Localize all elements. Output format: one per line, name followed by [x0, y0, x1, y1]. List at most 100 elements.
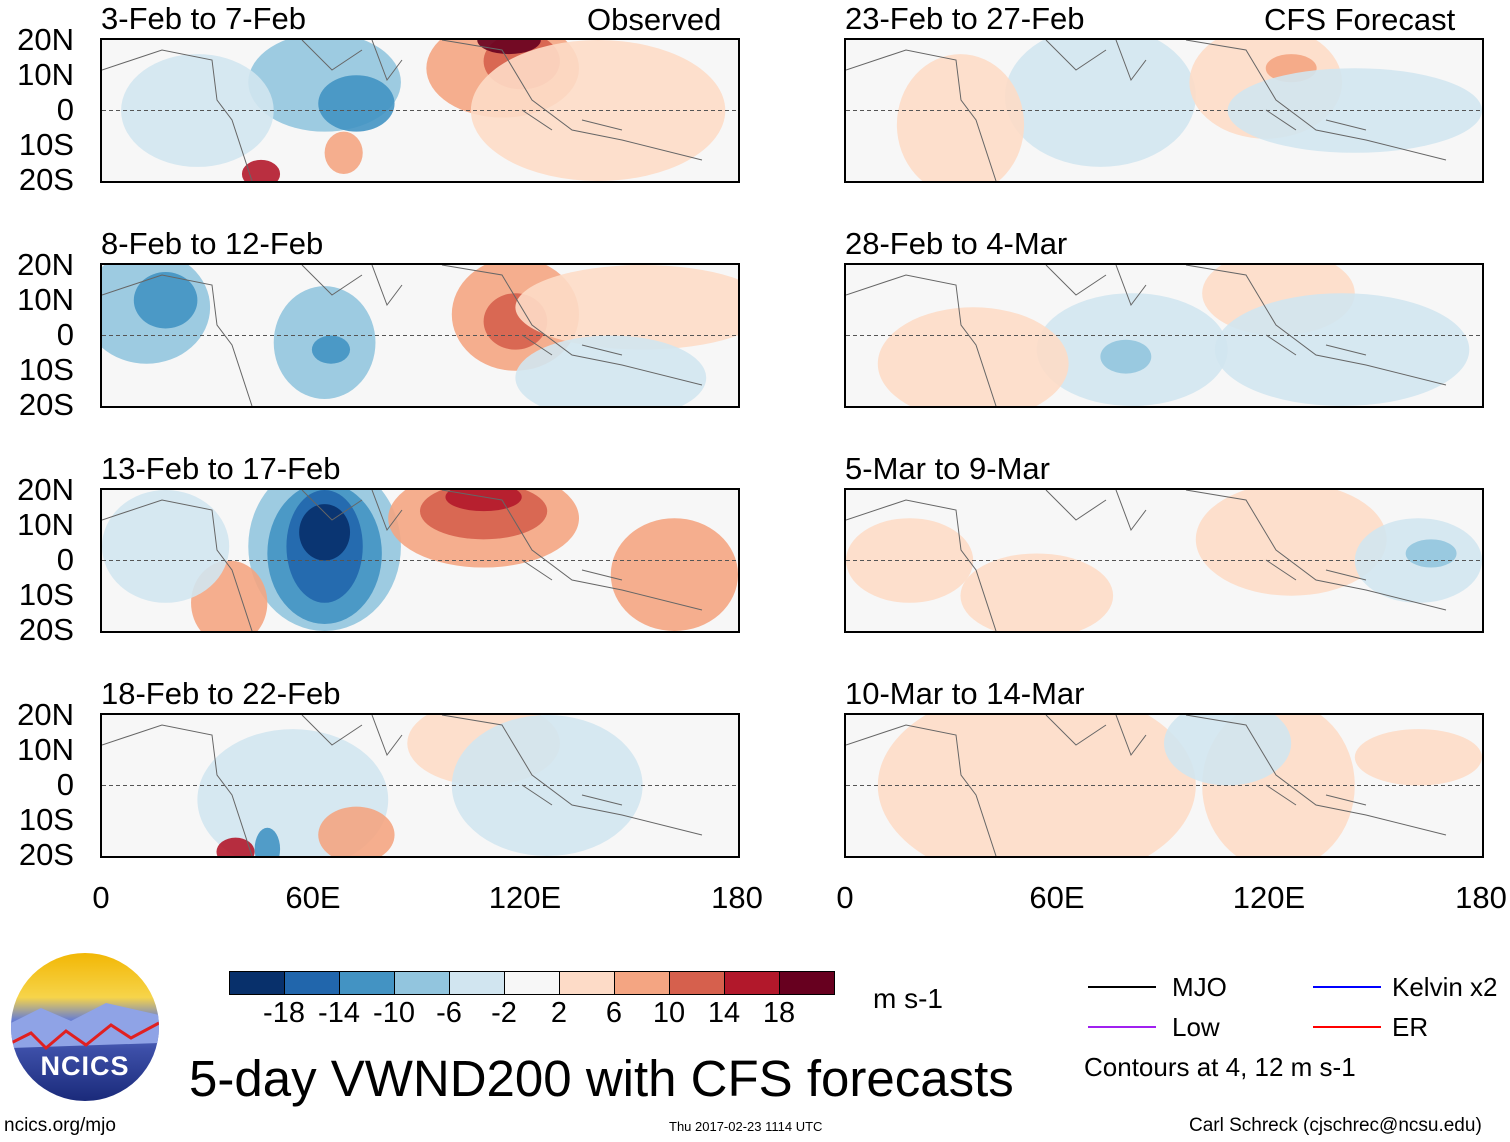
shading-blob	[515, 335, 707, 406]
lat-tick-label: 20S	[18, 837, 74, 872]
shading-blob	[254, 827, 281, 856]
colorbar-swatch	[340, 972, 395, 994]
panel-title: 13-Feb to 17-Feb	[101, 451, 341, 486]
colorbar-swatch	[615, 972, 670, 994]
shading-blob	[133, 272, 198, 329]
lon-tick-label: 60E	[1029, 880, 1085, 915]
panel-title: 18-Feb to 22-Feb	[101, 676, 341, 711]
shading-blob	[896, 54, 1025, 181]
legend-kelvin-line	[1313, 986, 1381, 988]
panel-title: 3-Feb to 7-Feb	[101, 1, 307, 36]
lat-tick-label: 10N	[17, 507, 74, 542]
lat-tick-label: 0	[56, 767, 74, 802]
legend-er-line	[1313, 1026, 1381, 1028]
header-observed: Observed	[587, 2, 722, 37]
lat-tick-label: 10N	[17, 282, 74, 317]
panel-title: 8-Feb to 12-Feb	[101, 226, 324, 261]
colorbar-label: -6	[436, 997, 462, 1029]
logo-text: NCICS	[40, 1051, 130, 1081]
coastline	[846, 715, 1447, 856]
legend-mjo-line	[1088, 986, 1156, 988]
shading-blob	[610, 518, 738, 631]
shading-blob	[216, 837, 255, 856]
colorbar-label: -10	[373, 997, 415, 1029]
map-panel-observed	[100, 38, 740, 183]
shading-blob	[1195, 490, 1387, 596]
lat-tick-label: 0	[56, 317, 74, 352]
lat-tick-label: 10S	[18, 577, 74, 612]
shading-blob	[121, 54, 274, 167]
lat-tick-label: 20N	[17, 472, 74, 507]
colorbar-swatch	[395, 972, 450, 994]
colorbar-label: -18	[263, 997, 305, 1029]
coastline	[102, 715, 703, 856]
lon-tick-label: 120E	[1232, 880, 1306, 915]
coastline	[102, 490, 703, 631]
shading-blob	[102, 490, 230, 603]
shading-blob	[470, 40, 726, 181]
lon-tick-label: 180	[711, 880, 763, 915]
colorbar-label: -14	[318, 997, 360, 1029]
lat-tick-label: 0	[56, 542, 74, 577]
shading-blob	[311, 335, 351, 364]
lon-tick-label: 0	[836, 880, 854, 915]
map-panel-forecast	[844, 713, 1484, 858]
panel-title: 28-Feb to 4-Mar	[845, 226, 1068, 261]
panel-title: 10-Mar to 14-Mar	[845, 676, 1085, 711]
shading-blob	[324, 131, 363, 174]
header-cfs-forecast: CFS Forecast	[1264, 2, 1456, 37]
lat-tick-label: 20N	[17, 22, 74, 57]
shading-blob	[877, 307, 1069, 406]
legend-low: Low	[1172, 1012, 1220, 1042]
lat-tick-label: 20S	[18, 387, 74, 422]
lon-tick-label: 0	[92, 880, 110, 915]
map-panel-forecast	[844, 263, 1484, 408]
map-panel-observed	[100, 488, 740, 633]
colorbar-label: 2	[550, 997, 568, 1029]
legend-note: Contours at 4, 12 m s-1	[1084, 1052, 1356, 1082]
colorbar-swatch	[725, 972, 780, 994]
shading-blob	[1405, 539, 1457, 568]
colorbar-units: m s-1	[873, 983, 943, 1014]
ncics-logo: NCICS	[11, 953, 159, 1101]
lat-tick-label: 10S	[18, 802, 74, 837]
map-panel-observed	[100, 713, 740, 858]
colorbar-swatch	[670, 972, 725, 994]
colorbar-swatch	[230, 972, 285, 994]
coastline	[102, 265, 703, 406]
legend-kelvin: Kelvin x2	[1392, 972, 1498, 1002]
map-panel-forecast	[844, 38, 1484, 183]
credit: Carl Schreck (cjschrec@ncsu.edu)	[1189, 1115, 1482, 1136]
colorbar-swatch	[780, 972, 834, 994]
url-link[interactable]: ncics.org/mjo	[4, 1115, 116, 1136]
colorbar-label: 10	[652, 997, 686, 1029]
map-panel-observed	[100, 263, 740, 408]
coastline	[846, 40, 1447, 181]
legend-mjo: MJO	[1172, 972, 1227, 1002]
panel-title: 23-Feb to 27-Feb	[845, 1, 1085, 36]
colorbar-swatch	[505, 972, 560, 994]
shading-blob	[1354, 729, 1482, 786]
colorbar-label: 18	[762, 997, 796, 1029]
lat-tick-label: 0	[56, 92, 74, 127]
legend-er: ER	[1392, 1012, 1429, 1042]
shading-blob	[451, 715, 643, 856]
shading-blob	[318, 806, 395, 856]
main-title: 5-day VWND200 with CFS forecasts	[189, 1050, 1014, 1107]
map-panel-forecast	[844, 488, 1484, 633]
lat-tick-label: 10S	[18, 352, 74, 387]
lat-tick-label: 20N	[17, 247, 74, 282]
colorbar-swatch	[560, 972, 615, 994]
coastline	[846, 490, 1447, 631]
lon-tick-label: 120E	[488, 880, 562, 915]
shading-blob	[1164, 715, 1292, 786]
colorbar-label: -2	[491, 997, 517, 1029]
colorbar	[229, 971, 835, 995]
coastline	[846, 265, 1447, 406]
lat-tick-label: 10N	[17, 732, 74, 767]
shading-blob	[299, 504, 351, 561]
shading-blob	[445, 490, 522, 512]
shading-blob	[1227, 68, 1482, 153]
shading-blob	[515, 265, 738, 350]
